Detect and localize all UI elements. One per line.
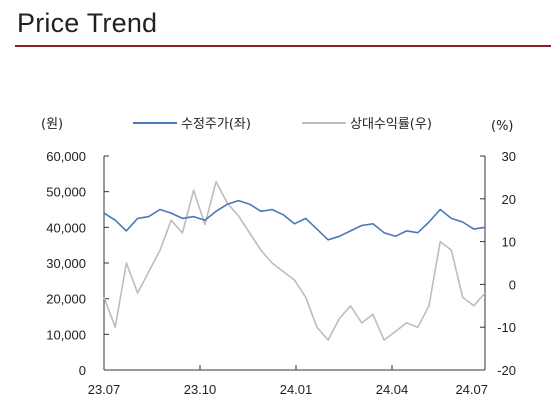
y-right-tick-label: -10 (497, 320, 516, 335)
page-title: Price Trend (17, 8, 158, 38)
y-right-tick-label: 0 (509, 277, 516, 292)
y-left-tick-label: 60,000 (46, 149, 86, 164)
legend-label-price: 수정주가(좌) (181, 117, 251, 132)
y-right-tick-label: 20 (502, 192, 516, 207)
x-tick-label: 24.04 (376, 382, 409, 397)
y-left-tick-label: 20,000 (46, 292, 86, 307)
y-left-tick-label: 0 (79, 363, 86, 378)
legend-label-relative: 상대수익률(우) (350, 117, 432, 132)
y-left-tick-label: 10,000 (46, 327, 86, 342)
y-left-tick-label: 40,000 (46, 220, 86, 235)
title-divider (15, 45, 551, 47)
left-axis-unit: (원) (41, 117, 63, 132)
y-right-tick-label: -20 (497, 363, 516, 378)
series-line-price (103, 199, 486, 241)
y-right-tick-label: 30 (502, 149, 516, 164)
x-tick-label: 24.07 (455, 382, 488, 397)
y-right-tick-label: 10 (502, 235, 516, 250)
series-line-relative (103, 180, 486, 341)
x-tick-label: 23.10 (184, 382, 217, 397)
right-axis-unit: (%) (491, 119, 514, 134)
y-left-tick-label: 30,000 (46, 256, 86, 271)
x-tick-label: 23.07 (88, 382, 121, 397)
y-left-tick-label: 50,000 (46, 185, 86, 200)
x-tick-label: 24.01 (280, 382, 313, 397)
